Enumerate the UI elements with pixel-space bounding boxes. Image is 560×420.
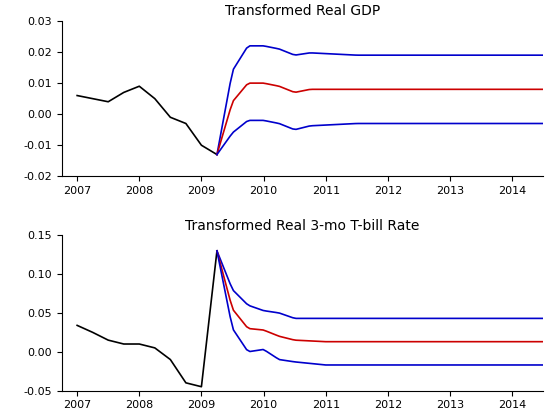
Title: Transformed Real GDP: Transformed Real GDP — [225, 5, 380, 18]
Title: Transformed Real 3-mo T-bill Rate: Transformed Real 3-mo T-bill Rate — [185, 219, 419, 233]
